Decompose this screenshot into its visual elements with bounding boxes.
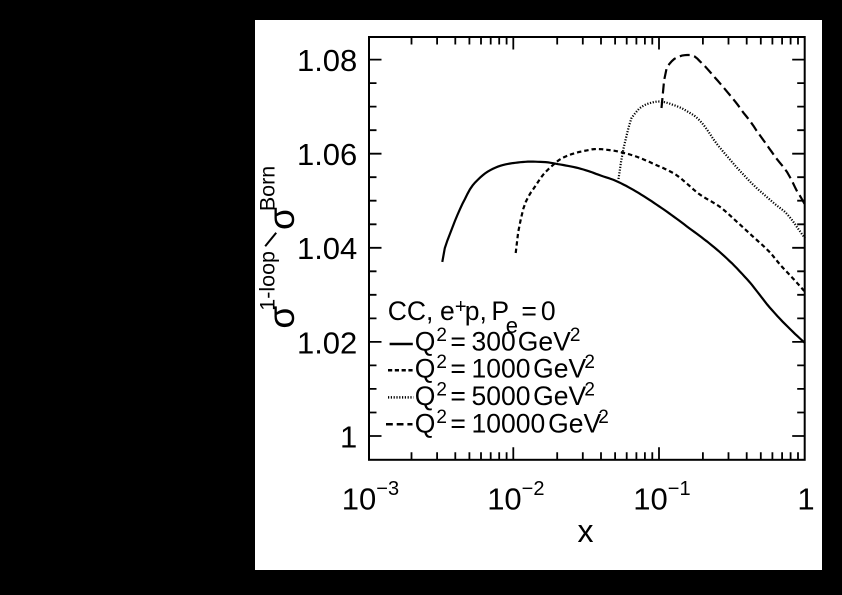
svg-text:1.08: 1.08 [297,43,357,78]
svg-text:CC,e+p,Pe=0: CC, e+p, Pe = 0 [388,296,556,338]
svg-text:1: 1 [340,419,357,454]
svg-text:Q2=300GeV2: Q2 = 300GeV2 [415,325,581,357]
svg-text:1.02: 1.02 [297,325,357,360]
svg-text:σ1-loop: σ1-loop [256,251,303,329]
svg-text:Q2=5000GeV2: Q2 = 5000GeV2 [415,380,595,412]
svg-text:1.06: 1.06 [297,137,357,172]
svg-text:Q2=1000GeV2: Q2 = 1000GeV2 [415,352,595,384]
svg-text:1.04: 1.04 [297,231,357,266]
svg-text:1: 1 [797,481,814,516]
svg-text:x: x [578,513,594,549]
